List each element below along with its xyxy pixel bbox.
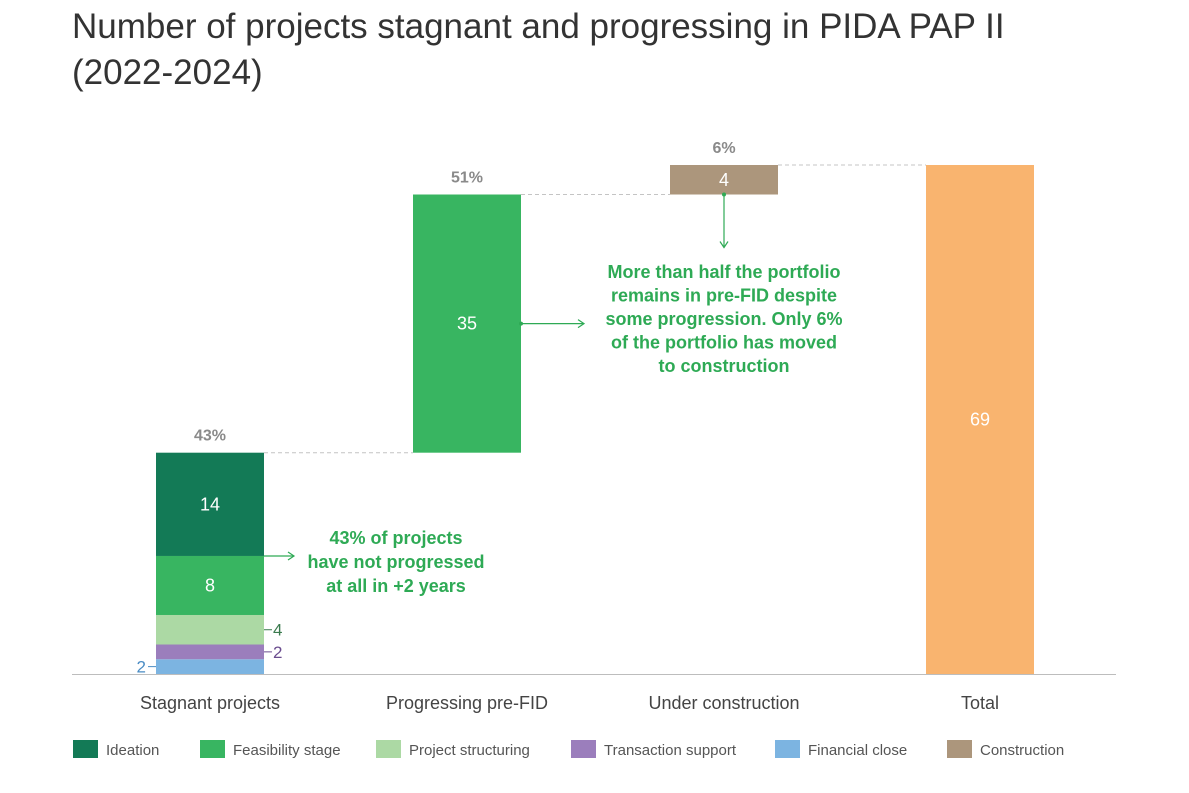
bar-segment-project-structuring (156, 614, 264, 645)
legend-label: Construction (980, 742, 1064, 759)
percent-label: 6% (712, 140, 735, 157)
bar-segment-feasibility-stage (413, 194, 521, 453)
bar-segment-financial-close (156, 659, 264, 674)
arrow-head (287, 551, 296, 561)
percent-label: 43% (194, 428, 226, 445)
legend-label: Feasibility stage (233, 742, 341, 759)
percent-label: 51% (451, 170, 483, 187)
segment-value-label: 4 (273, 621, 282, 640)
chart-title: Number of projects stagnant and progress… (72, 7, 1005, 92)
legend-swatch (947, 740, 972, 758)
arrow-head (719, 241, 729, 249)
legend-label: Project structuring (409, 742, 530, 759)
arrow-dot (722, 192, 726, 197)
annotation-text-line: at all in +2 years (326, 576, 466, 596)
annotation-text-line: remains in pre-FID despite (611, 286, 837, 306)
x-tick-label: Total (961, 693, 999, 713)
segment-value-label: 2 (273, 643, 282, 662)
x-tick-label: Under construction (648, 693, 799, 713)
legend-swatch (73, 740, 98, 758)
bar-segment-construction (670, 165, 778, 195)
arrow-dot (519, 321, 523, 326)
segment-value-label: 69 (970, 410, 990, 430)
legend-swatch (775, 740, 800, 758)
segment-value-label: 4 (719, 170, 729, 190)
annotation-text-line: to construction (659, 356, 790, 376)
annotation-text-line: of the portfolio has moved (611, 333, 837, 353)
bar-segment-total (926, 165, 1034, 674)
x-tick-label: Stagnant projects (140, 693, 280, 713)
annotation-text-line: some progression. Only 6% (605, 309, 842, 329)
segment-value-label: 2 (137, 658, 146, 677)
annotation-text-line: have not progressed (307, 552, 484, 572)
x-tick-label: Progressing pre-FID (386, 693, 548, 713)
legend-label: Transaction support (604, 742, 737, 759)
legend-label: Ideation (106, 742, 159, 759)
arrow-head (577, 319, 586, 329)
annotation-text-line: More than half the portfolio (608, 262, 841, 282)
segment-value-label: 35 (457, 314, 477, 334)
legend-swatch (376, 740, 401, 758)
legend-swatch (200, 740, 225, 758)
bar-segment-ideation (156, 452, 264, 556)
legend-swatch (571, 740, 596, 758)
segment-value-label: 14 (200, 494, 220, 514)
bar-segment-transaction-support (156, 644, 264, 660)
legend-label: Financial close (808, 742, 907, 759)
bar-segment-feasibility-stage (156, 555, 264, 615)
segment-value-label: 8 (205, 575, 215, 595)
annotation-text-line: 43% of projects (329, 528, 462, 548)
